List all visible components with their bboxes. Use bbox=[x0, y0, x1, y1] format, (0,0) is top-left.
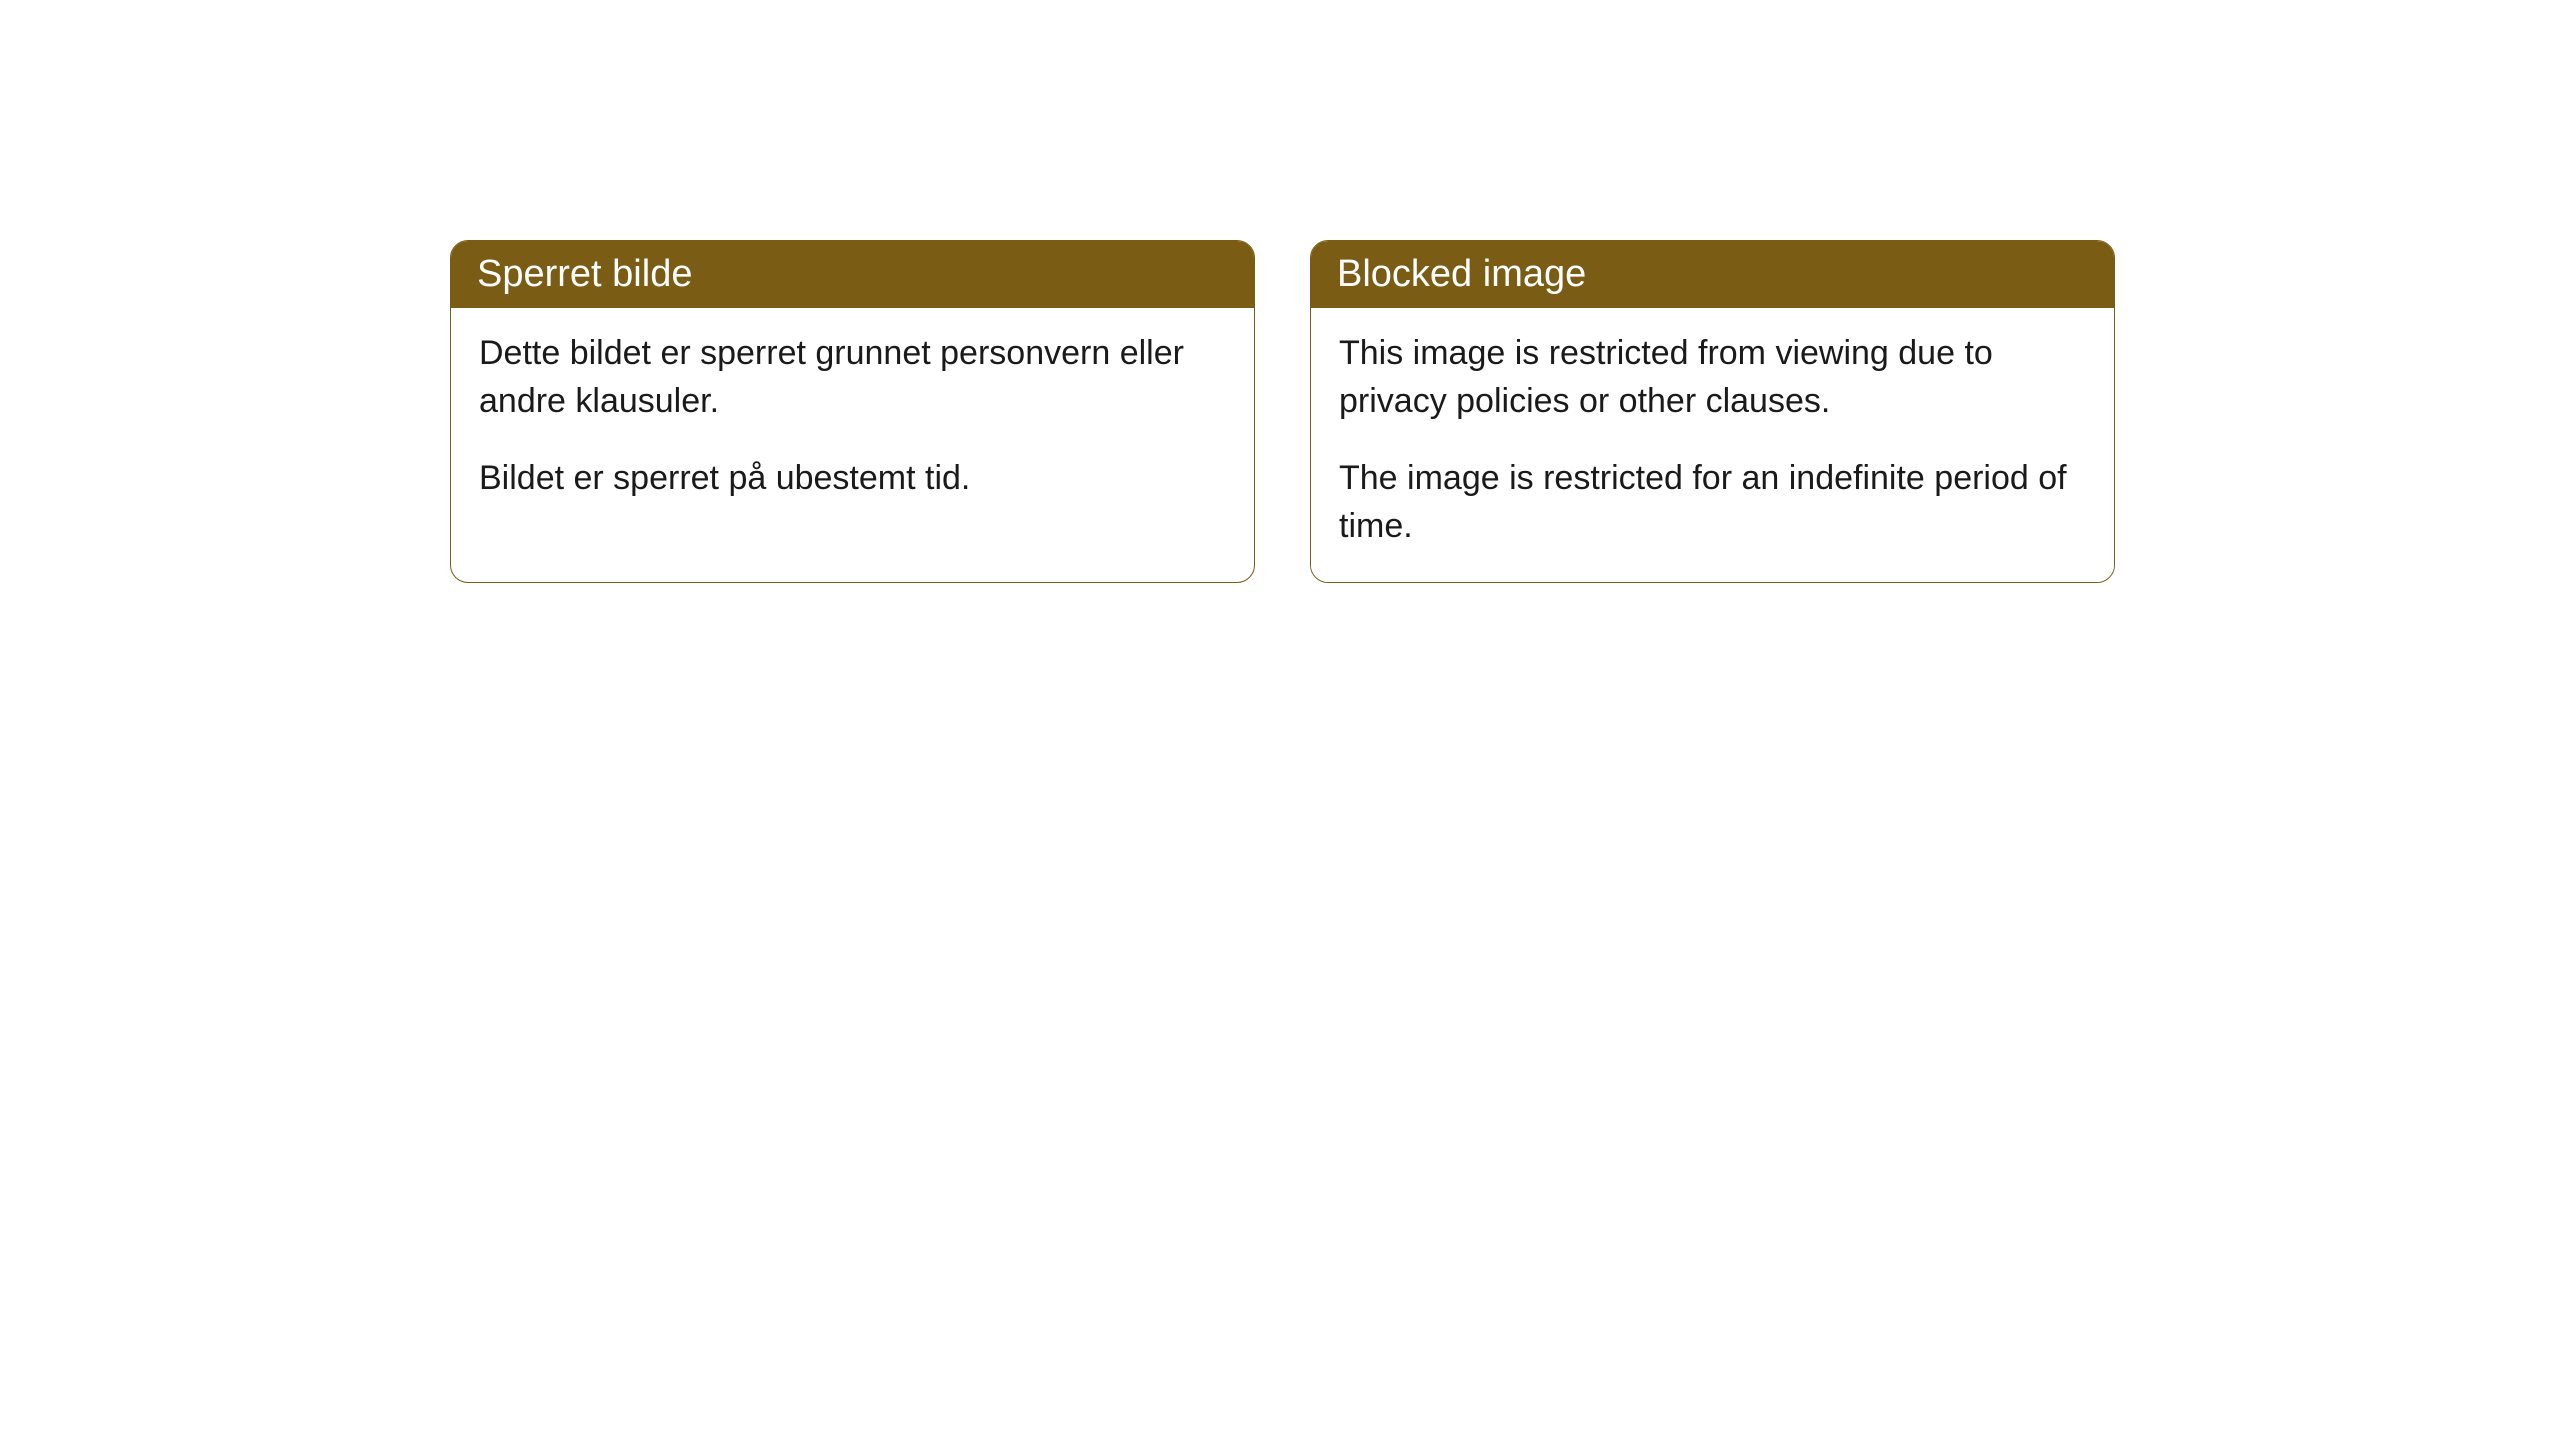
notice-paragraph: The image is restricted for an indefinit… bbox=[1339, 455, 2086, 550]
notice-paragraph: This image is restricted from viewing du… bbox=[1339, 330, 2086, 425]
notice-header: Blocked image bbox=[1311, 241, 2114, 308]
notice-card-norwegian: Sperret bilde Dette bildet er sperret gr… bbox=[450, 240, 1255, 583]
notice-paragraph: Bildet er sperret på ubestemt tid. bbox=[479, 455, 1226, 503]
notice-body: Dette bildet er sperret grunnet personve… bbox=[451, 308, 1254, 535]
notice-body: This image is restricted from viewing du… bbox=[1311, 308, 2114, 582]
notice-header: Sperret bilde bbox=[451, 241, 1254, 308]
notice-card-english: Blocked image This image is restricted f… bbox=[1310, 240, 2115, 583]
notice-paragraph: Dette bildet er sperret grunnet personve… bbox=[479, 330, 1226, 425]
notice-cards-container: Sperret bilde Dette bildet er sperret gr… bbox=[450, 240, 2560, 583]
